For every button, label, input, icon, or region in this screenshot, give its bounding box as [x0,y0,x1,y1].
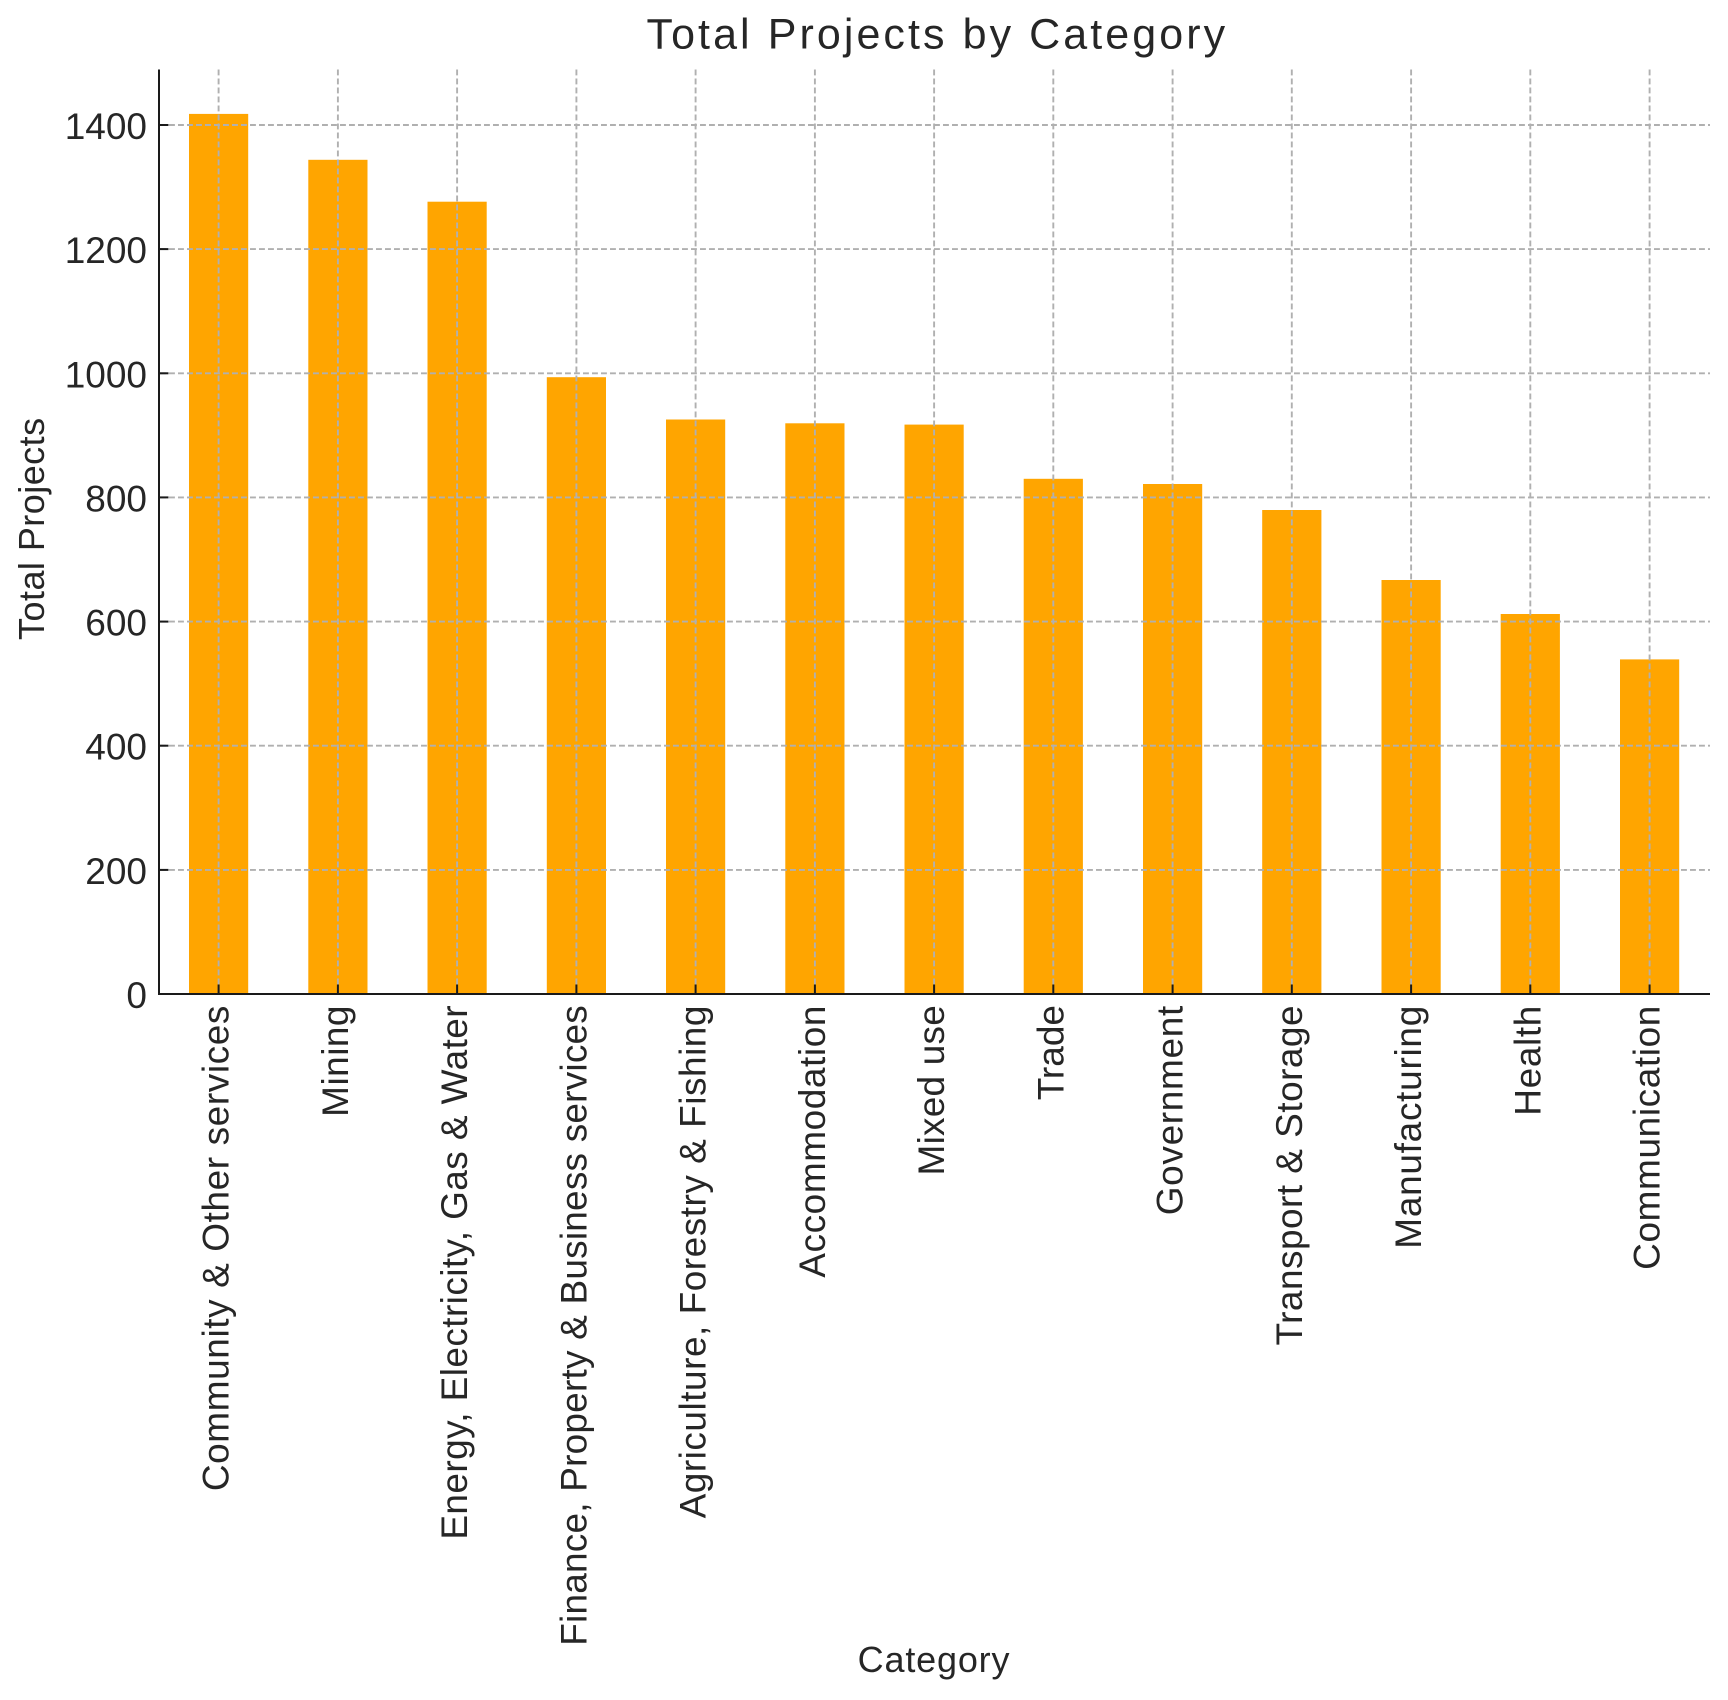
svg-text:Government: Government [1150,1005,1191,1215]
svg-text:Manufacturing: Manufacturing [1388,1005,1429,1249]
svg-text:Agriculture, Forestry & Fishin: Agriculture, Forestry & Fishing [673,1005,714,1518]
svg-text:Category: Category [858,1639,1011,1680]
svg-text:Health: Health [1507,1005,1548,1116]
svg-text:200: 200 [85,851,147,892]
svg-text:Finance, Property & Business s: Finance, Property & Business services [553,1005,594,1646]
svg-text:Accommodation: Accommodation [792,1005,833,1278]
svg-text:600: 600 [85,603,147,644]
svg-text:Total Projects by Category: Total Projects by Category [647,11,1229,59]
svg-text:400: 400 [85,727,147,768]
svg-text:Mining: Mining [315,1005,356,1117]
svg-text:1200: 1200 [65,230,147,271]
svg-text:Mixed use: Mixed use [911,1005,952,1175]
svg-text:1000: 1000 [65,354,147,395]
svg-text:Community & Other services: Community & Other services [196,1005,237,1491]
svg-text:Transport & Storage: Transport & Storage [1269,1005,1310,1346]
svg-text:1400: 1400 [65,106,147,147]
svg-text:0: 0 [126,975,147,1016]
svg-text:800: 800 [85,478,147,519]
svg-text:Energy, Electricity, Gas & Wat: Energy, Electricity, Gas & Water [434,1005,475,1540]
svg-text:Trade: Trade [1030,1005,1071,1100]
svg-text:Total Projects: Total Projects [11,417,52,640]
svg-text:Communication: Communication [1627,1005,1668,1270]
